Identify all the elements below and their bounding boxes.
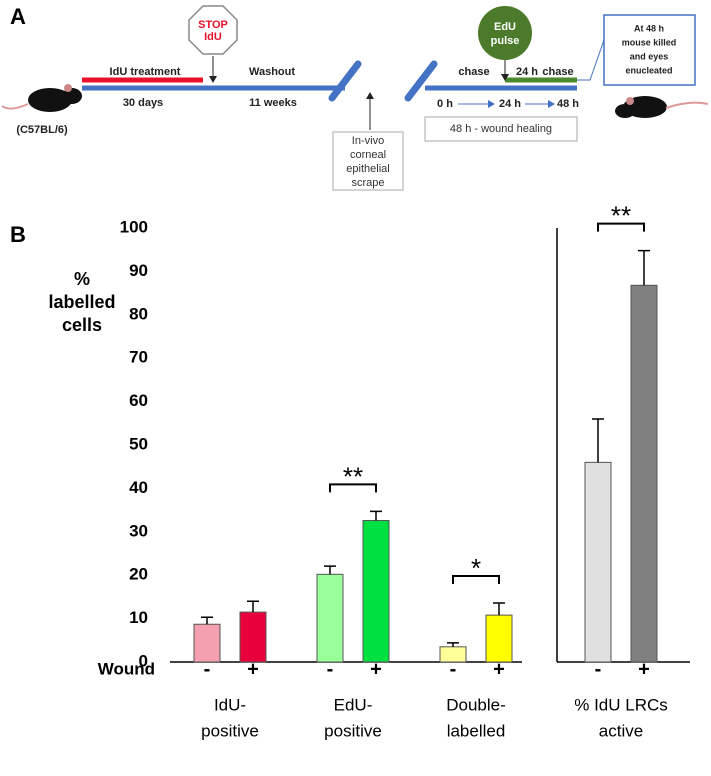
label: IdU treatment [110, 66, 181, 78]
significance-bracket [597, 222, 645, 232]
panel-label: B [10, 222, 26, 247]
condition-label: - [595, 658, 602, 680]
label: 48 h [557, 98, 579, 110]
y-axis-label: labelled [48, 292, 115, 312]
group-label: positive [324, 721, 382, 740]
label: EdU [494, 21, 516, 33]
y-tick-label: 80 [129, 304, 148, 323]
bar [316, 573, 344, 663]
y-tick-label: 60 [129, 391, 148, 410]
mouse-right [615, 96, 709, 118]
error-bar [324, 565, 336, 575]
break [328, 60, 362, 102]
bar [584, 461, 612, 663]
arrow [209, 76, 217, 83]
healing-box [424, 116, 578, 142]
label: corneal [350, 149, 386, 161]
stop-sign [188, 5, 238, 55]
error-bar [370, 510, 382, 521]
condition-label: + [247, 658, 259, 680]
label: 24 h [516, 66, 538, 78]
label: 0 h [437, 98, 453, 110]
label: and eyes [630, 51, 669, 61]
label: In-vivo [352, 135, 384, 147]
panel-label: A [10, 4, 26, 29]
group-label: positive [201, 721, 259, 740]
group-label: active [599, 721, 643, 740]
error-bar [592, 418, 604, 463]
significance-bracket [452, 574, 500, 584]
label: IdU [204, 31, 222, 43]
group-label: Double- [446, 695, 506, 714]
callout-line [577, 39, 605, 81]
group-label: EdU- [334, 695, 373, 714]
condition-label: - [327, 658, 334, 680]
significance: * [471, 553, 481, 583]
break [404, 60, 438, 102]
error-bar [447, 642, 459, 647]
scrape-box [332, 131, 404, 191]
mouse-left [1, 84, 82, 112]
significance-bracket [329, 483, 377, 493]
y-tick-label: 20 [129, 565, 148, 584]
y-tick-label: 10 [129, 608, 148, 627]
label: enucleated [625, 65, 672, 75]
arrow [501, 74, 509, 81]
label: scrape [351, 177, 384, 189]
error-bar [493, 602, 505, 616]
strain: (C57BL/6) [16, 124, 68, 136]
bar [362, 520, 390, 663]
bar [630, 284, 658, 663]
x-axis-label: Wound [98, 659, 155, 678]
y-axis-label: cells [62, 315, 102, 335]
condition-label: - [450, 658, 457, 680]
pulse-circle [478, 6, 532, 60]
y-tick-label: 30 [129, 521, 148, 540]
outcome-box [603, 14, 696, 86]
label: 24 h [499, 98, 521, 110]
y-tick-label: 0 [139, 651, 148, 670]
significance: ** [611, 200, 631, 230]
arrow [488, 100, 495, 108]
condition-label: + [493, 658, 505, 680]
label: 11 weeks [249, 97, 297, 109]
label: Washout [249, 66, 295, 78]
group-label: labelled [447, 721, 506, 740]
error-bar [247, 600, 259, 613]
label: At 48 h [634, 23, 664, 33]
label: 48 h - wound healing [450, 123, 552, 135]
label: pulse [491, 35, 520, 47]
error-bar [638, 249, 650, 286]
group-label: % IdU LRCs [574, 695, 668, 714]
condition-label: + [638, 658, 650, 680]
condition-label: - [204, 658, 211, 680]
label: epithelial [346, 163, 389, 175]
y-tick-label: 100 [120, 217, 148, 236]
significance: ** [343, 461, 363, 491]
y-tick-label: 90 [129, 261, 148, 280]
label: STOP [198, 19, 228, 31]
label: chase [542, 66, 573, 78]
y-tick-label: 50 [129, 434, 148, 453]
group-label: IdU- [214, 695, 246, 714]
arrow [548, 100, 555, 108]
y-tick-label: 40 [129, 478, 148, 497]
condition-label: + [370, 658, 382, 680]
label: 30 days [123, 97, 163, 109]
y-tick-label: 70 [129, 348, 148, 367]
bar [193, 623, 221, 663]
label: chase [458, 66, 489, 78]
y-axis-label: % [74, 269, 90, 289]
arrow [366, 92, 374, 99]
bar [239, 611, 267, 663]
label: mouse killed [622, 37, 677, 47]
bar [485, 614, 513, 663]
error-bar [201, 616, 213, 625]
